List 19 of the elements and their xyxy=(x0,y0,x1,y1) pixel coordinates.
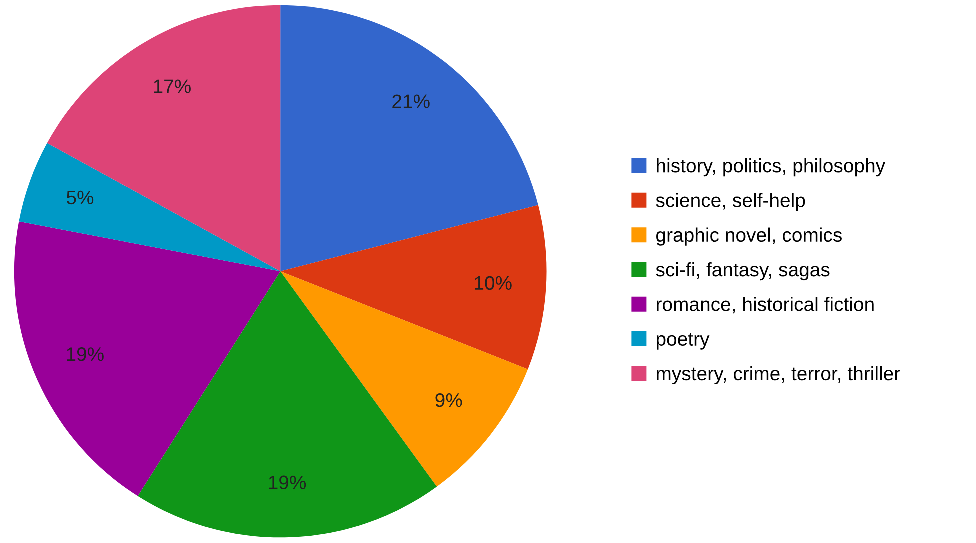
pie-slice xyxy=(280,5,538,272)
data-label: 17% xyxy=(154,80,191,94)
legend-label: poetry xyxy=(656,333,710,350)
pie-slice xyxy=(138,272,438,538)
pie-slice xyxy=(19,143,281,272)
pie-slice xyxy=(280,205,547,370)
data-label: 21% xyxy=(392,94,430,108)
data-label: 19% xyxy=(269,476,306,490)
data-label: 5% xyxy=(66,190,94,205)
legend-label: sci-fi, fantasy, sagas xyxy=(656,262,830,281)
data-label: 10% xyxy=(475,276,512,290)
legend-label: mystery, crime, terror, thriller xyxy=(657,366,900,385)
legend-label: graphic novel, comics xyxy=(656,228,842,246)
legend-label: history, politics, philosophy xyxy=(657,158,886,177)
data-label: 9% xyxy=(436,393,462,408)
pie-slice xyxy=(47,5,281,272)
data-label: 19% xyxy=(67,348,104,362)
legend-label: science, self-help xyxy=(656,193,806,212)
legend-label: romance, historical fiction xyxy=(657,297,874,314)
